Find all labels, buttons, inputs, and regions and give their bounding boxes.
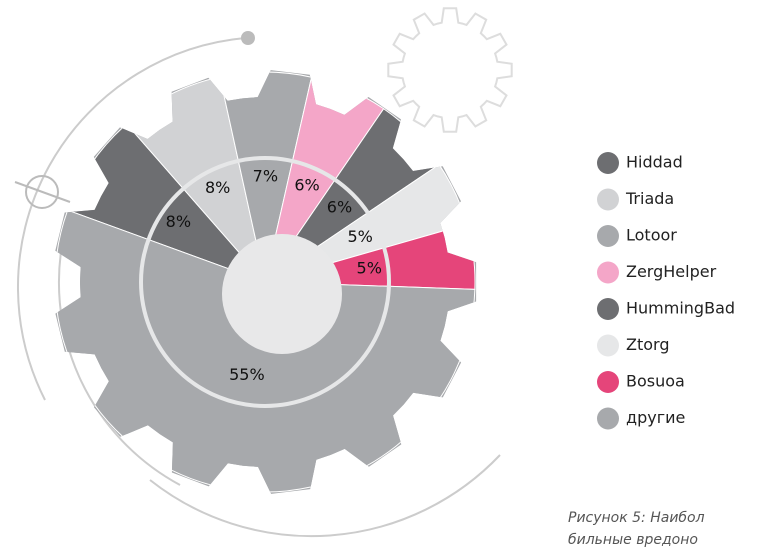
data-label: 6% xyxy=(327,198,352,217)
data-label: 55% xyxy=(229,365,265,384)
decor-gear xyxy=(388,8,511,131)
legend-swatch xyxy=(597,298,619,320)
legend-label: HummingBad xyxy=(626,299,735,318)
legend-swatch xyxy=(597,225,619,247)
legend-label: ZergHelper xyxy=(626,262,717,281)
legend-label: Triada xyxy=(625,189,674,208)
hub xyxy=(222,234,342,354)
legend-swatch xyxy=(597,152,619,174)
caption: Рисунок 5: Наибол xyxy=(568,510,705,526)
decor-line xyxy=(15,182,70,202)
chart: 8% 8% 7% 6% 6% 5% 5% 55% Hiddad Triada Lotoor Zerg… xyxy=(0,0,776,548)
legend-swatch xyxy=(597,262,619,284)
legend-label: Lotoor xyxy=(626,226,677,245)
legend-label: Hiddad xyxy=(626,153,683,172)
data-label: 8% xyxy=(166,212,191,231)
caption: бильные вредоно xyxy=(568,532,698,548)
legend-swatch xyxy=(597,189,619,211)
data-label: 8% xyxy=(205,178,230,197)
legend-swatch xyxy=(597,408,619,430)
data-label: 5% xyxy=(347,227,372,246)
legend-swatch xyxy=(597,371,619,393)
legend-label: другие xyxy=(626,408,685,427)
decor-dot xyxy=(241,31,255,45)
data-label: 5% xyxy=(357,259,382,278)
legend-label: Ztorg xyxy=(626,335,669,354)
data-label: 7% xyxy=(253,167,278,186)
data-label: 6% xyxy=(294,175,319,194)
legend-label: Bosuoa xyxy=(626,372,685,391)
legend-swatch xyxy=(597,335,619,357)
